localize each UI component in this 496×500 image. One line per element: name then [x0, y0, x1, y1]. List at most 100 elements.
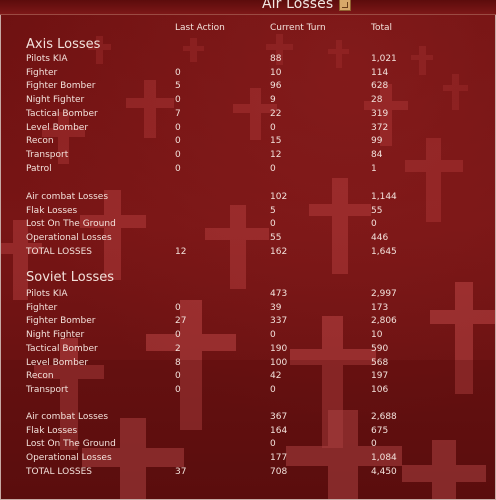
column-header-last-action: Last Action [175, 23, 225, 33]
current-turn-cell: 367 [270, 412, 288, 422]
column-header-current-turn: Current Turn [270, 23, 326, 33]
current-turn-cell: 164 [270, 425, 288, 436]
last-action-cell: 0 [175, 330, 181, 341]
current-turn-cell: 12 [270, 149, 282, 160]
window-title-bar: Air Losses [0, 0, 496, 15]
total-cell: 675 [371, 425, 389, 436]
total-cell: 173 [371, 302, 389, 313]
window-title: Air Losses [262, 0, 334, 12]
row-label: TOTAL LOSSES [26, 246, 93, 257]
current-turn-cell: 9 [270, 95, 276, 106]
section-title: Axis Losses [26, 37, 101, 52]
current-turn-cell: 10 [270, 67, 282, 78]
current-turn-cell: 0 [270, 330, 276, 341]
total-cell: 446 [371, 233, 389, 244]
current-turn-cell: 39 [270, 302, 282, 313]
row-label: Air combat Losses [26, 412, 109, 422]
total-cell: 4,450 [371, 466, 397, 477]
row-label: Fighter Bomber [26, 81, 96, 92]
last-action-cell: 12 [175, 246, 187, 257]
total-cell: 628 [371, 81, 389, 92]
current-turn-cell: 22 [270, 108, 282, 119]
total-cell: 1,144 [371, 192, 397, 202]
current-turn-cell: 0 [270, 122, 276, 133]
row-label: Operational Losses [26, 233, 112, 244]
column-header-total: Total [371, 23, 393, 33]
report-icon[interactable] [339, 0, 351, 11]
last-action-cell: 27 [175, 316, 187, 327]
row-label: Night Fighter [26, 330, 85, 341]
total-cell: 568 [371, 357, 389, 368]
current-turn-cell: 0 [270, 384, 276, 395]
last-action-cell: 2 [175, 343, 181, 354]
last-action-cell: 0 [175, 136, 181, 147]
last-action-cell: 37 [175, 466, 187, 477]
section-title: Soviet Losses [26, 270, 115, 285]
row-label: Operational Losses [26, 453, 112, 464]
last-action-cell: 0 [175, 95, 181, 106]
current-turn-cell: 5 [270, 205, 276, 216]
current-turn-cell: 177 [270, 453, 288, 464]
current-turn-cell: 15 [270, 136, 282, 147]
current-turn-cell: 0 [270, 163, 276, 174]
row-label: Level Bomber [26, 357, 89, 368]
row-label: Flak Losses [26, 425, 78, 436]
total-cell: 84 [371, 149, 383, 160]
total-cell: 99 [371, 136, 383, 147]
row-label: Flak Losses [26, 205, 78, 216]
current-turn-cell: 55 [270, 233, 282, 244]
row-label: Patrol [26, 163, 52, 174]
current-turn-cell: 88 [270, 54, 282, 64]
row-label: Air combat Losses [26, 192, 109, 202]
last-action-cell: 0 [175, 67, 181, 78]
total-cell: 2,688 [371, 412, 397, 422]
current-turn-cell: 96 [270, 81, 282, 92]
current-turn-cell: 708 [270, 466, 288, 477]
row-label: Lost On The Ground [26, 439, 116, 450]
row-label: Pilots KIA [26, 54, 68, 64]
last-action-cell: 7 [175, 108, 181, 119]
total-cell: 55 [371, 205, 383, 216]
total-cell: 0 [371, 219, 377, 230]
total-cell: 28 [371, 95, 383, 106]
row-label: Pilots KIA [26, 289, 68, 299]
total-cell: 1,645 [371, 246, 397, 257]
total-cell: 590 [371, 343, 389, 354]
row-label: Fighter [26, 302, 58, 313]
row-label: Night Fighter [26, 95, 85, 106]
row-label: Lost On The Ground [26, 219, 116, 230]
current-turn-cell: 162 [270, 246, 288, 257]
total-cell: 10 [371, 330, 383, 341]
current-turn-cell: 0 [270, 439, 276, 450]
row-label: TOTAL LOSSES [26, 466, 93, 477]
total-cell: 319 [371, 108, 389, 119]
last-action-cell: 0 [175, 371, 181, 382]
row-label: Level Bomber [26, 122, 89, 133]
last-action-cell: 0 [175, 384, 181, 395]
last-action-cell: 8 [175, 357, 181, 368]
row-label: Fighter Bomber [26, 316, 96, 327]
row-label: Transport [26, 384, 69, 395]
total-cell: 2,806 [371, 316, 397, 327]
row-label: Tactical Bomber [26, 343, 98, 354]
total-cell: 372 [371, 122, 389, 133]
current-turn-cell: 42 [270, 371, 282, 382]
total-cell: 106 [371, 384, 389, 395]
last-action-cell: 0 [175, 302, 181, 313]
total-cell: 1 [371, 163, 377, 174]
current-turn-cell: 102 [270, 192, 288, 202]
row-label: Recon [26, 136, 54, 147]
row-label: Fighter [26, 67, 58, 78]
row-label: Tactical Bomber [26, 108, 98, 119]
row-label: Transport [26, 149, 69, 160]
current-turn-cell: 100 [270, 357, 288, 368]
last-action-cell: 0 [175, 122, 181, 133]
current-turn-cell: 0 [270, 219, 276, 230]
total-cell: 197 [371, 371, 389, 382]
current-turn-cell: 337 [270, 316, 288, 327]
total-cell: 1,084 [371, 453, 397, 464]
current-turn-cell: 190 [270, 343, 288, 354]
total-cell: 114 [371, 67, 389, 78]
